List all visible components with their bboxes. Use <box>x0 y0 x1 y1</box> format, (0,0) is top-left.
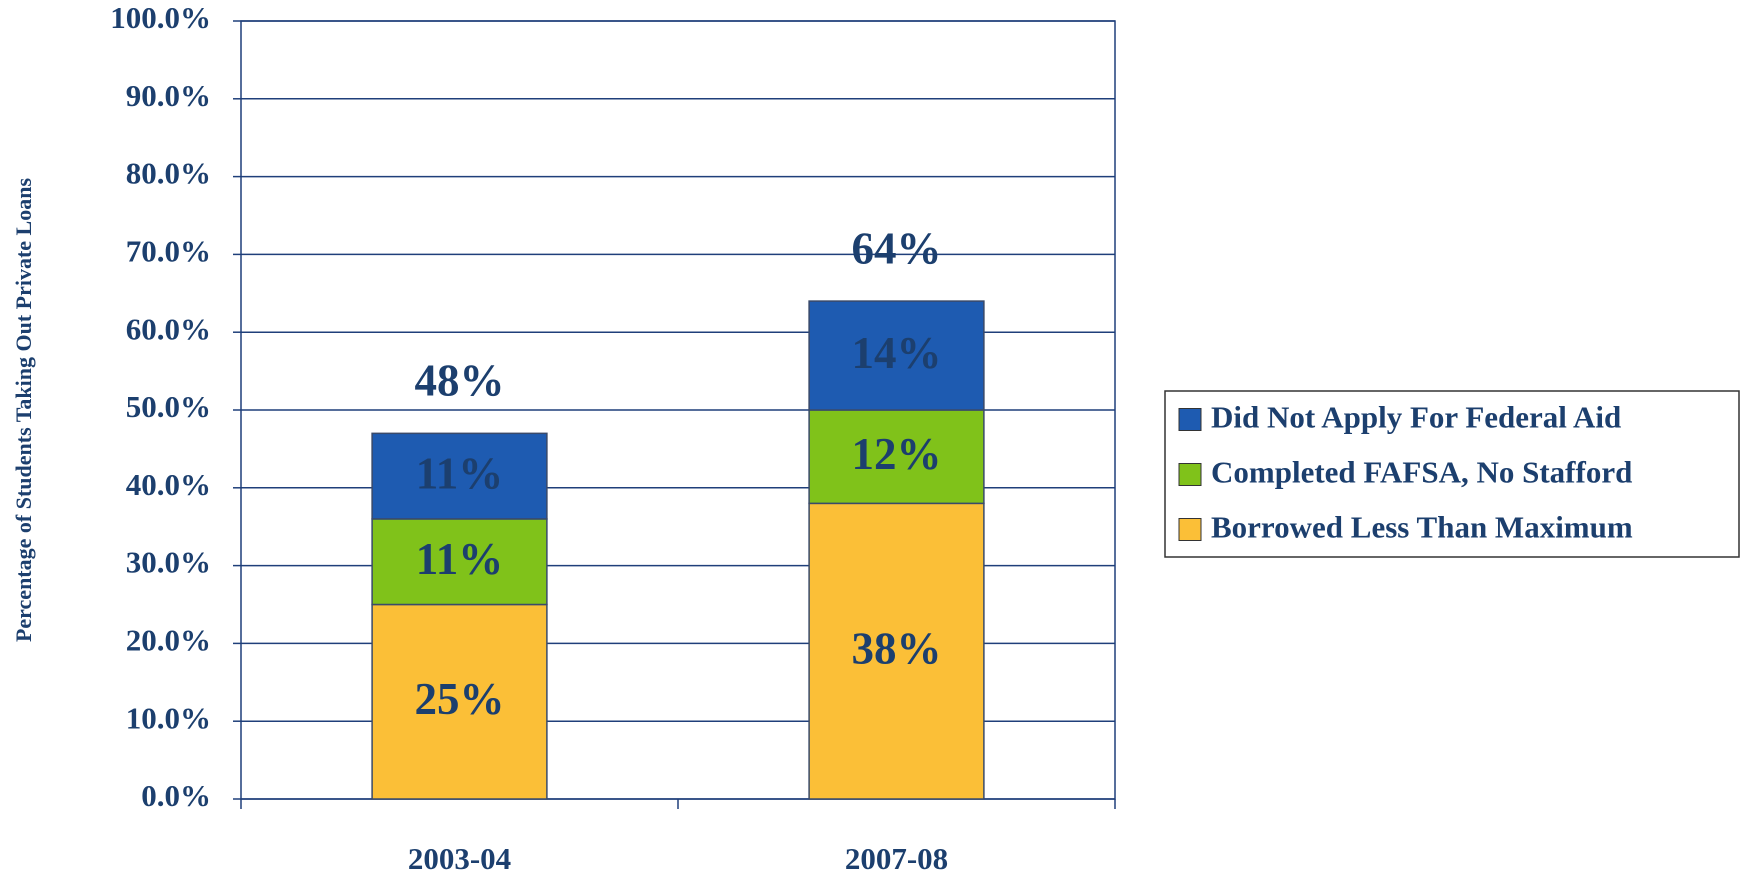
x-tick-label: 2003-04 <box>408 841 511 876</box>
legend-swatch <box>1178 518 1202 541</box>
legend-box <box>1164 390 1740 558</box>
total-annotation: 64% <box>852 223 942 273</box>
bar-segment <box>808 300 985 411</box>
y-tick-label: 40.0% <box>126 467 211 502</box>
y-tick-label: 0.0% <box>141 778 211 813</box>
value-label: 11% <box>416 534 504 584</box>
legend-swatch <box>1178 463 1202 486</box>
x-tick-label: 2007-08 <box>845 841 948 876</box>
bar-segment <box>808 502 985 800</box>
value-label: 38% <box>852 624 942 674</box>
value-label: 12% <box>852 429 942 479</box>
legend-swatch <box>1178 408 1202 431</box>
bar-segment <box>371 603 548 800</box>
y-tick-label: 50.0% <box>126 389 211 424</box>
y-tick-label: 10.0% <box>126 700 211 735</box>
y-tick-label: 30.0% <box>126 545 211 580</box>
y-tick-label: 60.0% <box>126 311 211 346</box>
value-label: 11% <box>416 448 504 498</box>
value-label: 14% <box>852 328 942 378</box>
value-label: 25% <box>415 674 505 724</box>
y-tick-label: 80.0% <box>126 156 211 191</box>
legend-label: Borrowed Less Than Maximum <box>1211 510 1633 545</box>
bar-segment <box>371 432 548 520</box>
y-tick-label: 100.0% <box>110 0 211 35</box>
bar-segment <box>808 409 985 505</box>
legend-label: Completed FAFSA, No Stafford <box>1211 455 1632 490</box>
y-axis-label: Percentage of Students Taking Out Privat… <box>11 178 36 643</box>
total-annotation: 48% <box>415 356 505 406</box>
y-tick-label: 70.0% <box>126 234 211 269</box>
y-tick-label: 90.0% <box>126 78 211 113</box>
legend-label: Did Not Apply For Federal Aid <box>1211 400 1621 435</box>
y-tick-label: 20.0% <box>126 623 211 658</box>
bar-segment <box>371 518 548 606</box>
